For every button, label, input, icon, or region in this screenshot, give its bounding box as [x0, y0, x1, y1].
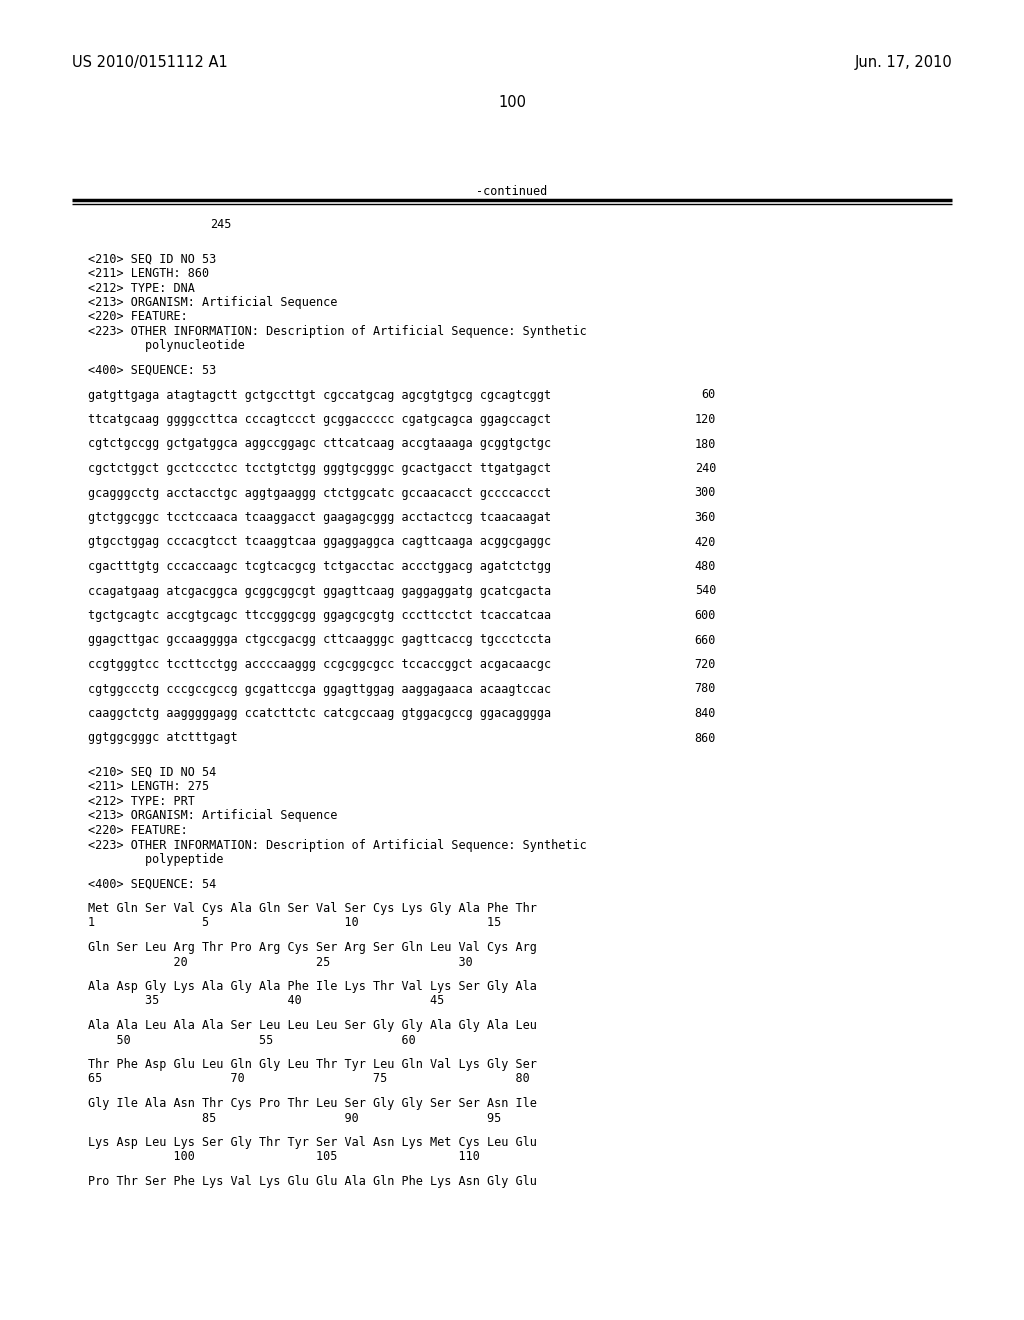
Text: -continued: -continued — [476, 185, 548, 198]
Text: 60: 60 — [701, 388, 716, 401]
Text: 720: 720 — [694, 657, 716, 671]
Text: caaggctctg aagggggagg ccatcttctc catcgccaag gtggacgccg ggacagggga: caaggctctg aagggggagg ccatcttctc catcgcc… — [88, 708, 551, 719]
Text: <210> SEQ ID NO 53: <210> SEQ ID NO 53 — [88, 252, 216, 265]
Text: 780: 780 — [694, 682, 716, 696]
Text: 660: 660 — [694, 634, 716, 647]
Text: <211> LENGTH: 860: <211> LENGTH: 860 — [88, 267, 209, 280]
Text: <223> OTHER INFORMATION: Description of Artificial Sequence: Synthetic: <223> OTHER INFORMATION: Description of … — [88, 325, 587, 338]
Text: Lys Asp Leu Lys Ser Gly Thr Tyr Ser Val Asn Lys Met Cys Leu Glu: Lys Asp Leu Lys Ser Gly Thr Tyr Ser Val … — [88, 1137, 537, 1148]
Text: gtgcctggag cccacgtcct tcaaggtcaa ggaggaggca cagttcaaga acggcgaggc: gtgcctggag cccacgtcct tcaaggtcaa ggaggag… — [88, 536, 551, 549]
Text: cgctctggct gcctccctcc tcctgtctgg gggtgcgggc gcactgacct ttgatgagct: cgctctggct gcctccctcc tcctgtctgg gggtgcg… — [88, 462, 551, 475]
Text: 840: 840 — [694, 708, 716, 719]
Text: Ala Ala Leu Ala Ala Ser Leu Leu Leu Ser Gly Gly Ala Gly Ala Leu: Ala Ala Leu Ala Ala Ser Leu Leu Leu Ser … — [88, 1019, 537, 1032]
Text: 1               5                   10                  15: 1 5 10 15 — [88, 916, 502, 929]
Text: Gln Ser Leu Arg Thr Pro Arg Cys Ser Arg Ser Gln Leu Val Cys Arg: Gln Ser Leu Arg Thr Pro Arg Cys Ser Arg … — [88, 941, 537, 954]
Text: Thr Phe Asp Glu Leu Gln Gly Leu Thr Tyr Leu Gln Val Lys Gly Ser: Thr Phe Asp Glu Leu Gln Gly Leu Thr Tyr … — [88, 1059, 537, 1071]
Text: <400> SEQUENCE: 53: <400> SEQUENCE: 53 — [88, 364, 216, 378]
Text: ccagatgaag atcgacggca gcggcggcgt ggagttcaag gaggaggatg gcatcgacta: ccagatgaag atcgacggca gcggcggcgt ggagttc… — [88, 585, 551, 598]
Text: <223> OTHER INFORMATION: Description of Artificial Sequence: Synthetic: <223> OTHER INFORMATION: Description of … — [88, 838, 587, 851]
Text: cgtggccctg cccgccgccg gcgattccga ggagttggag aaggagaaca acaagtccac: cgtggccctg cccgccgccg gcgattccga ggagttg… — [88, 682, 551, 696]
Text: <213> ORGANISM: Artificial Sequence: <213> ORGANISM: Artificial Sequence — [88, 809, 337, 822]
Text: 120: 120 — [694, 413, 716, 426]
Text: <213> ORGANISM: Artificial Sequence: <213> ORGANISM: Artificial Sequence — [88, 296, 337, 309]
Text: <220> FEATURE:: <220> FEATURE: — [88, 310, 187, 323]
Text: gatgttgaga atagtagctt gctgccttgt cgccatgcag agcgtgtgcg cgcagtcggt: gatgttgaga atagtagctt gctgccttgt cgccatg… — [88, 388, 551, 401]
Text: 420: 420 — [694, 536, 716, 549]
Text: polypeptide: polypeptide — [88, 853, 223, 866]
Text: 245: 245 — [210, 218, 231, 231]
Text: <210> SEQ ID NO 54: <210> SEQ ID NO 54 — [88, 766, 216, 779]
Text: 20                  25                  30: 20 25 30 — [88, 956, 473, 969]
Text: <211> LENGTH: 275: <211> LENGTH: 275 — [88, 780, 209, 793]
Text: Gly Ile Ala Asn Thr Cys Pro Thr Leu Ser Gly Gly Ser Ser Asn Ile: Gly Ile Ala Asn Thr Cys Pro Thr Leu Ser … — [88, 1097, 537, 1110]
Text: 540: 540 — [694, 585, 716, 598]
Text: ggagcttgac gccaagggga ctgccgacgg cttcaagggc gagttcaccg tgccctccta: ggagcttgac gccaagggga ctgccgacgg cttcaag… — [88, 634, 551, 647]
Text: cgactttgtg cccaccaagc tcgtcacgcg tctgacctac accctggacg agatctctgg: cgactttgtg cccaccaagc tcgtcacgcg tctgacc… — [88, 560, 551, 573]
Text: 65                  70                  75                  80: 65 70 75 80 — [88, 1072, 529, 1085]
Text: US 2010/0151112 A1: US 2010/0151112 A1 — [72, 55, 227, 70]
Text: 100: 100 — [498, 95, 526, 110]
Text: 85                  90                  95: 85 90 95 — [88, 1111, 502, 1125]
Text: <212> TYPE: DNA: <212> TYPE: DNA — [88, 281, 195, 294]
Text: cgtctgccgg gctgatggca aggccggagc cttcatcaag accgtaaaga gcggtgctgc: cgtctgccgg gctgatggca aggccggagc cttcatc… — [88, 437, 551, 450]
Text: gtctggcggc tcctccaaca tcaaggacct gaagagcggg acctactccg tcaacaagat: gtctggcggc tcctccaaca tcaaggacct gaagagc… — [88, 511, 551, 524]
Text: 35                  40                  45: 35 40 45 — [88, 994, 444, 1007]
Text: <212> TYPE: PRT: <212> TYPE: PRT — [88, 795, 195, 808]
Text: polynucleotide: polynucleotide — [88, 339, 245, 352]
Text: gcagggcctg acctacctgc aggtgaaggg ctctggcatc gccaacacct gccccaccct: gcagggcctg acctacctgc aggtgaaggg ctctggc… — [88, 487, 551, 499]
Text: ggtggcgggc atctttgagt: ggtggcgggc atctttgagt — [88, 731, 238, 744]
Text: 480: 480 — [694, 560, 716, 573]
Text: Jun. 17, 2010: Jun. 17, 2010 — [854, 55, 952, 70]
Text: 100                 105                 110: 100 105 110 — [88, 1151, 480, 1163]
Text: 180: 180 — [694, 437, 716, 450]
Text: 360: 360 — [694, 511, 716, 524]
Text: ccgtgggtcc tccttcctgg accccaaggg ccgcggcgcc tccaccggct acgacaacgc: ccgtgggtcc tccttcctgg accccaaggg ccgcggc… — [88, 657, 551, 671]
Text: ttcatgcaag ggggccttca cccagtccct gcggaccccc cgatgcagca ggagccagct: ttcatgcaag ggggccttca cccagtccct gcggacc… — [88, 413, 551, 426]
Text: Met Gln Ser Val Cys Ala Gln Ser Val Ser Cys Lys Gly Ala Phe Thr: Met Gln Ser Val Cys Ala Gln Ser Val Ser … — [88, 902, 537, 915]
Text: Ala Asp Gly Lys Ala Gly Ala Phe Ile Lys Thr Val Lys Ser Gly Ala: Ala Asp Gly Lys Ala Gly Ala Phe Ile Lys … — [88, 979, 537, 993]
Text: <220> FEATURE:: <220> FEATURE: — [88, 824, 187, 837]
Text: 240: 240 — [694, 462, 716, 475]
Text: <400> SEQUENCE: 54: <400> SEQUENCE: 54 — [88, 878, 216, 891]
Text: 50                  55                  60: 50 55 60 — [88, 1034, 416, 1047]
Text: 300: 300 — [694, 487, 716, 499]
Text: 860: 860 — [694, 731, 716, 744]
Text: tgctgcagtc accgtgcagc ttccgggcgg ggagcgcgtg cccttcctct tcaccatcaa: tgctgcagtc accgtgcagc ttccgggcgg ggagcgc… — [88, 609, 551, 622]
Text: Pro Thr Ser Phe Lys Val Lys Glu Glu Ala Gln Phe Lys Asn Gly Glu: Pro Thr Ser Phe Lys Val Lys Glu Glu Ala … — [88, 1175, 537, 1188]
Text: 600: 600 — [694, 609, 716, 622]
